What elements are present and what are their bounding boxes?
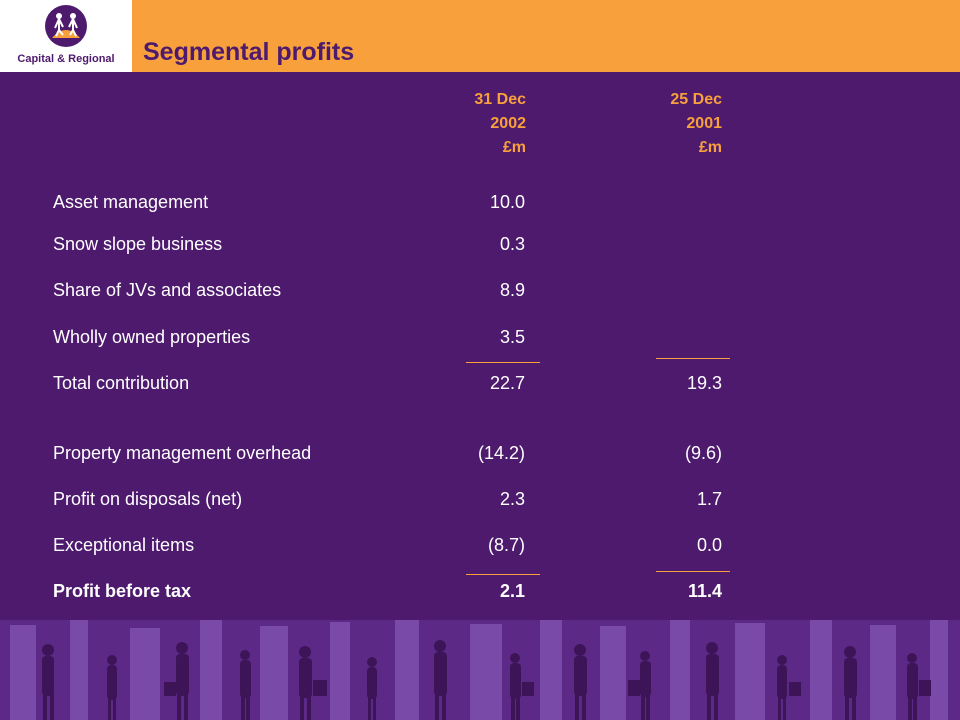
row-label: Share of JVs and associates — [53, 280, 282, 300]
row-value-2002: 10.0 — [489, 192, 525, 212]
page-title: Segmental profits — [143, 38, 355, 66]
row-value-2002: (8.7) — [487, 535, 525, 555]
row-label: Wholly owned properties — [53, 327, 251, 347]
row-label: Exceptional items — [53, 535, 195, 555]
row-label: Total contribution — [53, 373, 190, 393]
row-value-2001: 0.0 — [696, 535, 722, 555]
column-header-year: 2001 — [686, 115, 722, 132]
row-label: Asset management — [53, 192, 209, 212]
row-value-2002: 2.3 — [499, 489, 525, 509]
row-label-total: Profit before tax — [53, 581, 192, 601]
total-rule-2002 — [466, 574, 540, 575]
row-value-2002-total: 2.1 — [499, 581, 525, 601]
row-value-2002: 8.9 — [499, 280, 525, 300]
row-value-2001: 19.3 — [686, 373, 722, 393]
logo: Capital & Regional — [0, 0, 132, 72]
shoppers-banner-image — [0, 620, 960, 720]
column-header-year: 2002 — [490, 115, 526, 132]
column-header-2002: 31 Dec 2002 £m — [416, 88, 526, 160]
row-value-2002: 3.5 — [499, 327, 525, 347]
row-label: Property management overhead — [53, 443, 312, 463]
subtotal-rule-2002 — [466, 362, 540, 363]
column-header-date: 31 Dec — [474, 91, 526, 108]
row-value-2001: (9.6) — [684, 443, 722, 463]
column-header-unit: £m — [502, 139, 526, 156]
row-label: Snow slope business — [53, 234, 223, 254]
row-value-2002: 0.3 — [499, 234, 525, 254]
row-value-2001-total: 11.4 — [687, 581, 722, 601]
brand-name: Capital & Regional — [17, 53, 115, 65]
row-value-2001: 1.7 — [696, 489, 722, 509]
column-header-date: 25 Dec — [670, 91, 722, 108]
shoppers-silhouette-image — [0, 620, 960, 720]
column-header-2001: 25 Dec 2001 £m — [612, 88, 722, 160]
logo-icon — [45, 5, 87, 47]
column-header-unit: £m — [698, 139, 722, 156]
row-label: Profit on disposals (net) — [53, 489, 243, 509]
subtotal-rule-2001 — [656, 358, 730, 359]
header-bar: Capital & Regional Segmental profits — [0, 0, 960, 72]
row-value-2002: (14.2) — [477, 443, 525, 463]
row-value-2002: 22.7 — [489, 373, 525, 393]
total-rule-2001 — [656, 571, 730, 572]
